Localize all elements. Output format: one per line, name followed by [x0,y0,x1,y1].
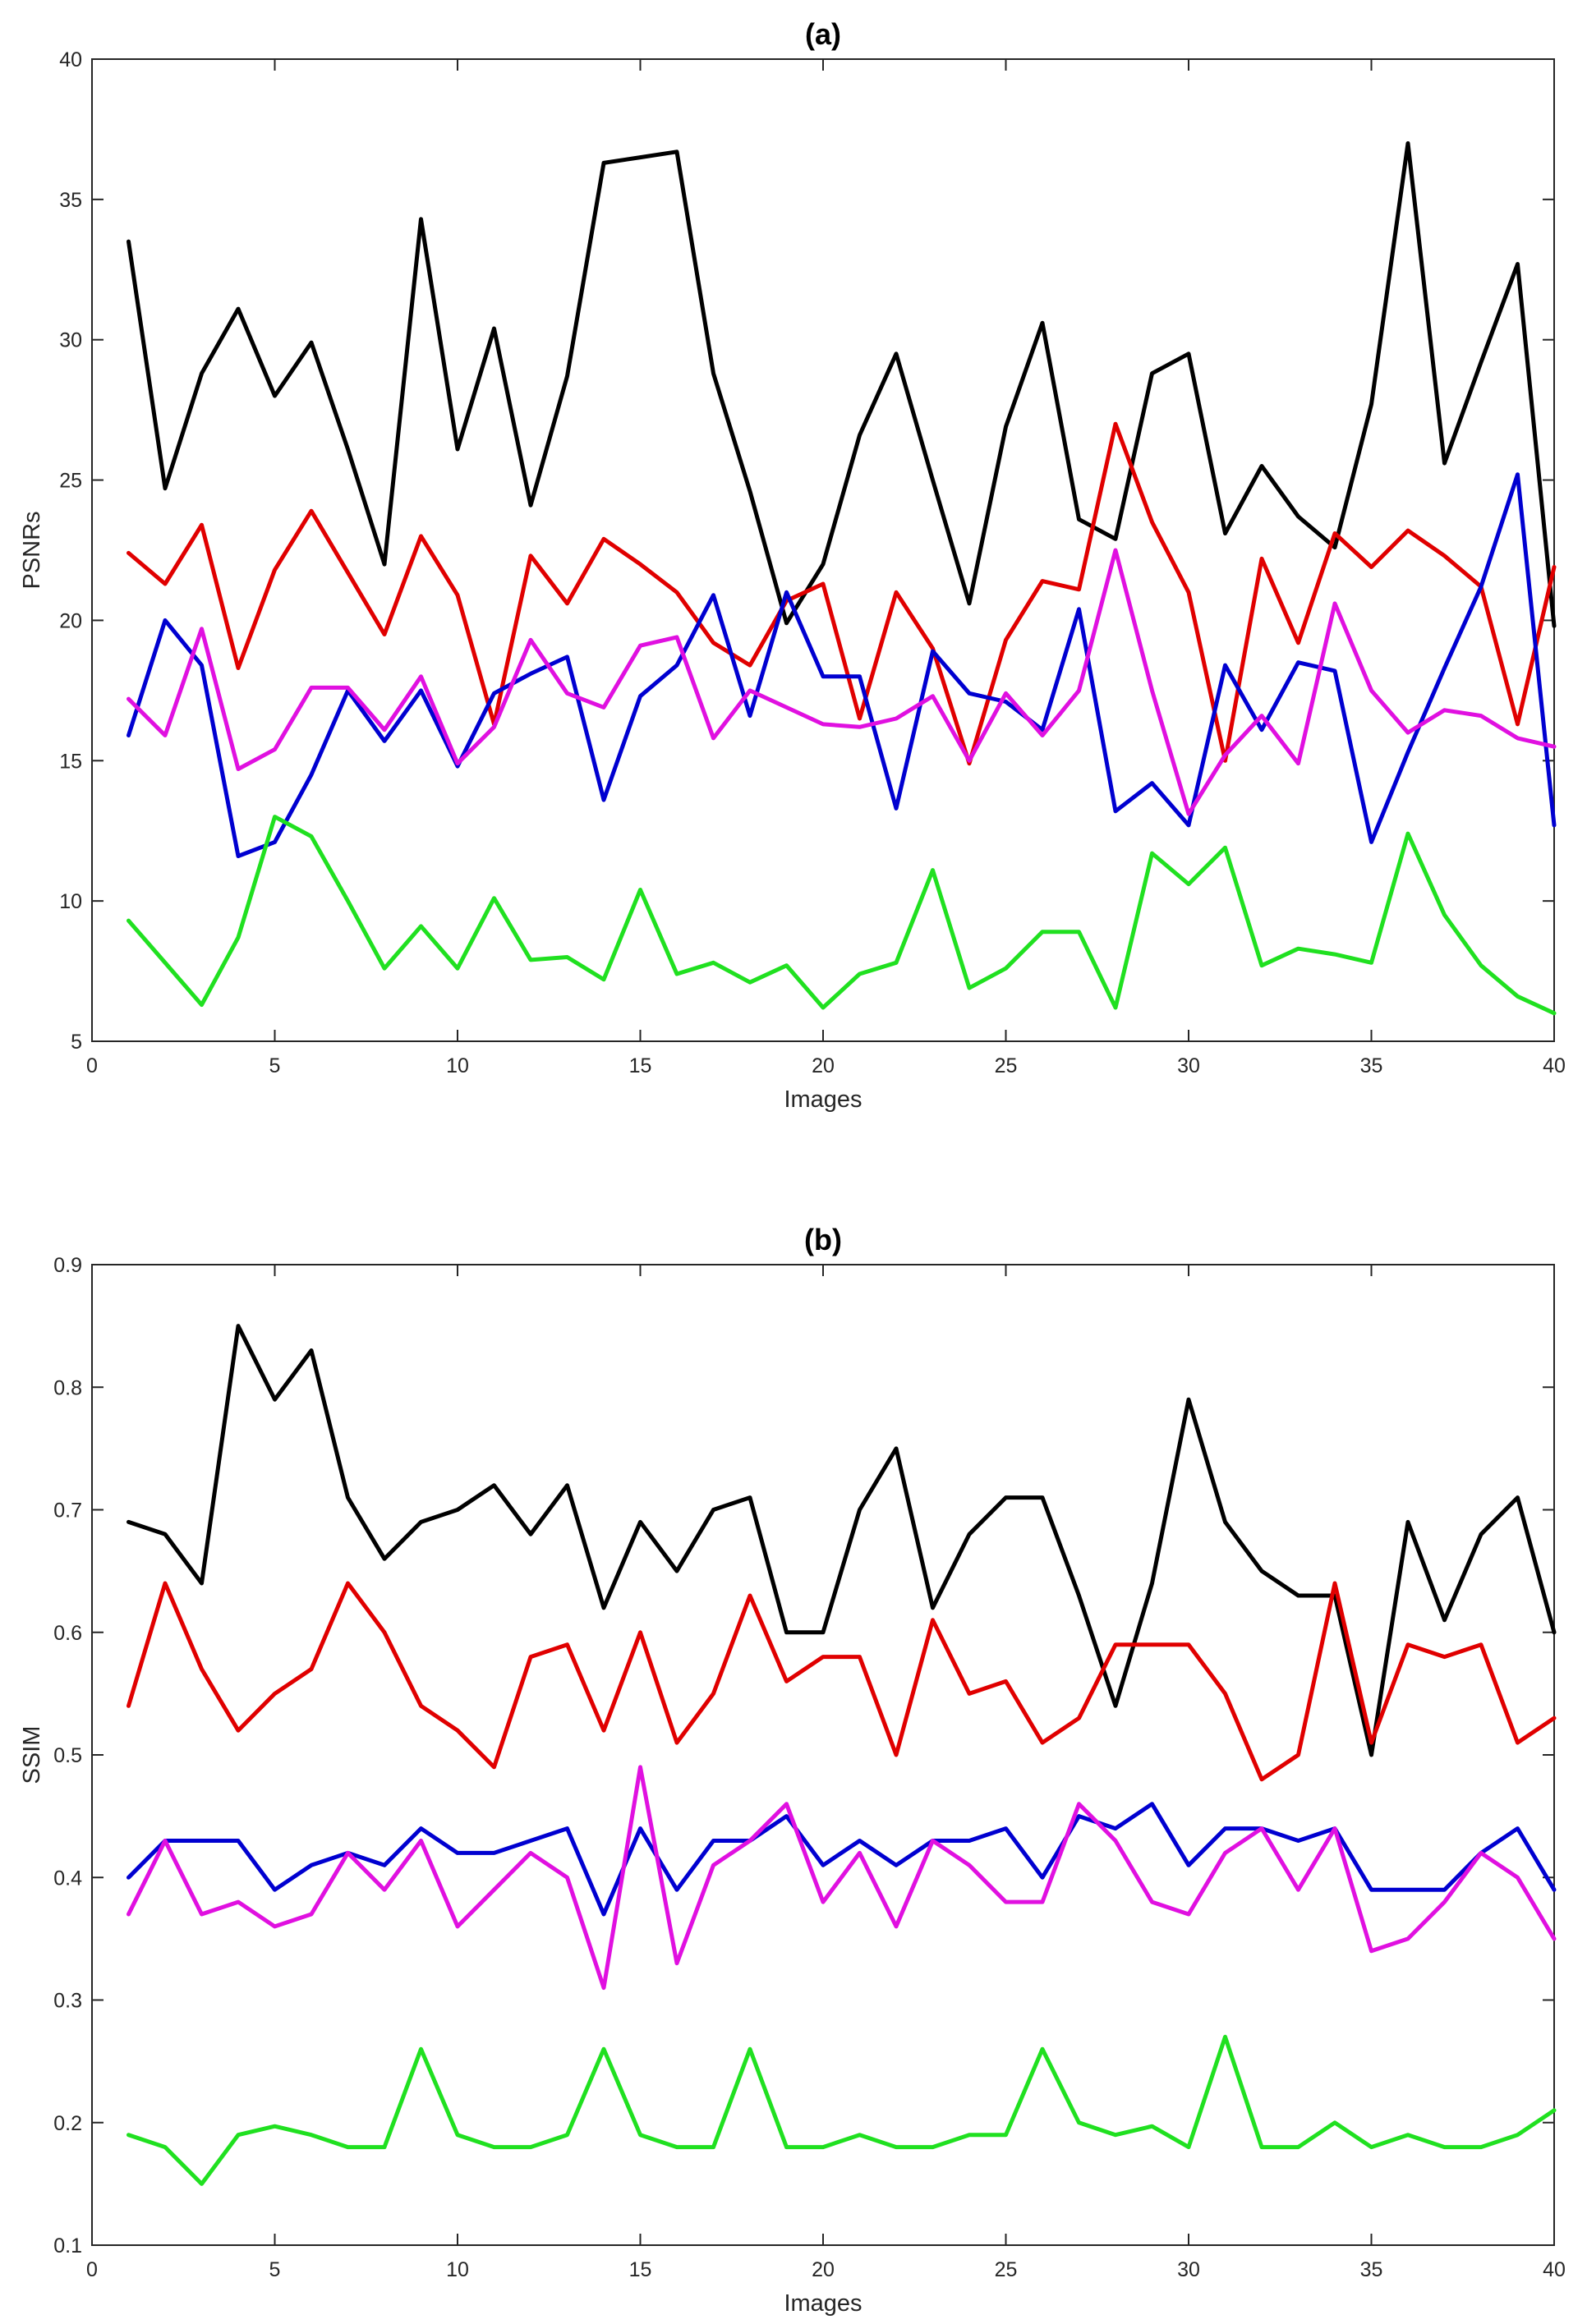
y-tick-label: 20 [59,609,82,632]
y-tick-label: 0.6 [53,1622,82,1645]
series-line-magenta [126,548,1557,816]
x-tick-label: 15 [629,2258,652,2281]
y-tick-label: 15 [59,750,82,773]
y-tick-label: 35 [59,189,82,212]
x-tick-label: 35 [1360,2258,1383,2281]
chart-b: 0 5 10 15 20 25 30 35 40 0.1 0.2 0.3 0.4 0.5 0.6 0.7 0.8… [19,1223,1566,2317]
x-tick-label: 15 [629,1054,652,1077]
x-tick-label: 10 [446,1054,469,1077]
series-line-blue [126,472,1557,858]
y-tick-label: 0.2 [53,2112,82,2135]
y-tick-label: 0.3 [53,1990,82,2013]
series-line-black [126,141,1557,628]
x-axis-label: Images [784,2290,862,2317]
x-tick-label: 30 [1177,2258,1200,2281]
chart-title: (a) [805,17,841,51]
x-tick-label: 40 [1543,1054,1566,1077]
x-tick-label: 5 [269,2258,281,2281]
chart-title: (b) [804,1223,842,1256]
y-tick-label: 25 [59,470,82,493]
y-tick-label: 10 [59,890,82,913]
x-axis-label: Images [784,1086,862,1113]
series-line-red [126,421,1557,766]
x-tick-label: 40 [1543,2258,1566,2281]
x-tick-label: 35 [1360,1054,1383,1077]
y-axis-label: SSIM [19,1726,45,1784]
x-tick-label: 20 [812,2258,835,2281]
y-tick-label: 0.4 [53,1867,82,1890]
series-line-green [126,2034,1557,2186]
y-tick-label: 0.8 [53,1376,82,1399]
y-tick-label: 0.1 [53,2234,82,2257]
series-line-green [126,815,1557,1016]
x-tick-label: 5 [269,1054,281,1077]
x-tick-label: 20 [812,1054,835,1077]
series-line-magenta [126,1765,1557,1991]
series-line-blue [126,1802,1557,1917]
y-tick-label: 0.9 [53,1254,82,1277]
x-tick-label: 25 [995,2258,1018,2281]
y-axis-label: PSNRs [19,511,45,589]
series-line-red [126,1581,1557,1782]
x-tick-label: 10 [446,2258,469,2281]
y-tick-label: 0.5 [53,1744,82,1767]
x-tick-label: 25 [995,1054,1018,1077]
x-tick-label: 30 [1177,1054,1200,1077]
chart-a: 0 5 10 15 20 25 30 35 40510152025303540(a)Images… [19,17,1566,1113]
x-tick-label: 0 [86,2258,98,2281]
y-tick-label: 30 [59,329,82,352]
x-tick-label: 0 [86,1054,98,1077]
y-tick-label: 5 [71,1031,82,1054]
y-tick-label: 0.7 [53,1500,82,1523]
series-line-black [126,1324,1557,1757]
y-tick-label: 40 [59,48,82,71]
